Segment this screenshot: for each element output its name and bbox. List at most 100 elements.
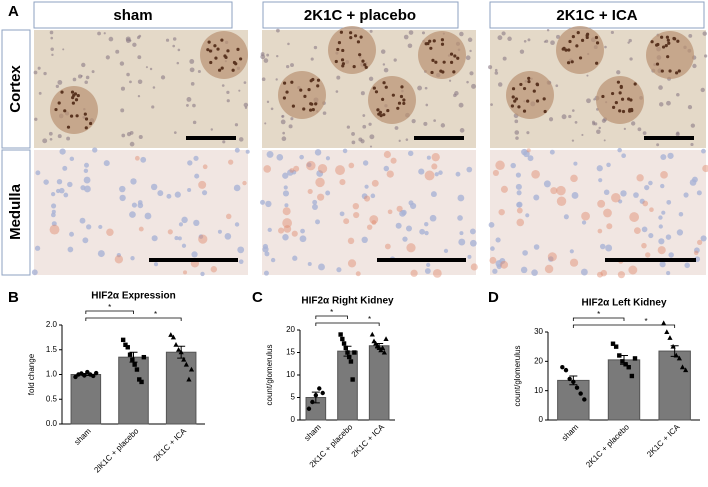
nucleus: [217, 229, 222, 234]
panel-label: D: [488, 289, 499, 306]
image-header: 2K1C + ICA: [556, 7, 637, 24]
stain: [363, 63, 367, 67]
data-point: [563, 367, 569, 373]
nucleus: [380, 49, 386, 54]
nucleus: [137, 55, 142, 60]
nucleus: [267, 227, 272, 233]
nucleus: [336, 75, 341, 80]
data-point: [175, 346, 182, 352]
significance-bracket: [85, 310, 134, 314]
stain: [516, 218, 525, 227]
significance-bracket: [315, 315, 348, 319]
nucleus: [418, 168, 425, 175]
nucleus: [189, 59, 195, 64]
image-header: sham: [113, 7, 152, 24]
nucleus: [459, 128, 465, 133]
nucleus: [596, 165, 603, 172]
nucleus: [51, 209, 56, 214]
nucleus: [276, 54, 279, 58]
nucleus: [417, 85, 423, 91]
nucleus: [702, 31, 707, 36]
nucleus: [533, 194, 540, 201]
nucleus: [383, 165, 390, 172]
data-point: [345, 350, 350, 355]
nucleus: [300, 228, 305, 234]
nucleus: [288, 124, 293, 129]
bar: [658, 350, 691, 421]
nucleus: [116, 252, 121, 258]
nucleus: [83, 168, 89, 174]
stain: [57, 101, 61, 105]
nucleus: [440, 123, 446, 128]
stain: [452, 70, 456, 74]
stain: [550, 187, 558, 195]
stain: [702, 164, 708, 173]
nucleus: [145, 66, 148, 69]
nucleus: [312, 204, 318, 210]
data-point: [664, 329, 670, 334]
nucleus: [593, 98, 596, 101]
nucleus: [658, 85, 663, 90]
stain: [642, 200, 649, 207]
stain: [668, 69, 672, 73]
significance-bracket: [572, 324, 676, 328]
data-point: [560, 365, 565, 370]
nucleus: [676, 92, 680, 97]
nucleus: [151, 105, 155, 109]
nucleus: [568, 114, 572, 119]
stain: [650, 40, 654, 44]
stain: [391, 93, 395, 97]
data-point: [125, 345, 130, 350]
nucleus: [633, 192, 639, 198]
stain: [355, 271, 361, 277]
stain: [601, 94, 605, 99]
nucleus: [265, 200, 272, 208]
nucleus: [443, 248, 449, 253]
y-tick-label: 10: [534, 386, 543, 395]
nucleus: [307, 261, 312, 266]
nucleus: [666, 100, 671, 106]
stain: [627, 97, 631, 101]
significance-bracket: [572, 317, 625, 321]
y-tick-label: 0: [291, 415, 296, 424]
nucleus: [454, 91, 459, 96]
nucleus: [364, 184, 369, 189]
stain: [69, 114, 74, 118]
nucleus: [119, 185, 126, 193]
stain: [440, 42, 445, 46]
nucleus: [152, 86, 156, 89]
nucleus: [490, 103, 493, 106]
nucleus: [234, 147, 240, 153]
nucleus: [639, 198, 645, 204]
nucleus: [429, 214, 437, 222]
nucleus: [192, 103, 196, 108]
stain: [315, 177, 325, 188]
nucleus: [665, 234, 672, 240]
stain: [611, 192, 621, 203]
x-tick-label: sham: [303, 422, 323, 442]
nucleus: [260, 199, 265, 205]
stain: [410, 269, 418, 277]
stain: [356, 40, 361, 44]
nucleus: [368, 122, 372, 126]
stain: [585, 32, 590, 36]
data-point: [313, 393, 319, 398]
nucleus: [270, 107, 274, 111]
nucleus: [173, 131, 177, 134]
nucleus: [658, 238, 665, 245]
nucleus: [370, 193, 376, 199]
stain: [234, 62, 238, 66]
stain: [500, 260, 509, 269]
stain: [495, 160, 505, 171]
stain: [383, 150, 391, 159]
nucleus: [656, 143, 660, 147]
nucleus: [667, 152, 674, 159]
stain: [134, 155, 140, 161]
stain: [226, 49, 230, 53]
stain: [339, 179, 346, 186]
nucleus: [497, 82, 503, 87]
nucleus: [42, 138, 48, 144]
significance-bracket: [85, 317, 182, 321]
nucleus: [571, 139, 575, 142]
stain: [542, 97, 546, 101]
